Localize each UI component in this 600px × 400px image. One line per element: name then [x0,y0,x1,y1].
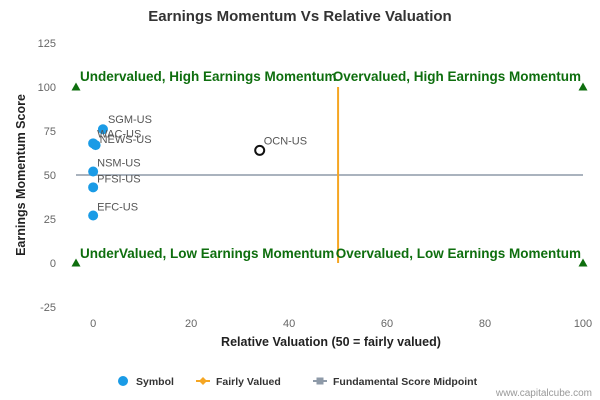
chart-title: Earnings Momentum Vs Relative Valuation [148,8,451,25]
x-axis-ticks: 0 20 40 60 80 100 [90,318,592,330]
data-point-label: PFSI-US [97,173,140,185]
data-point [90,140,101,151]
x-tick-label: 40 [283,318,295,330]
legend-label: Fundamental Score Midpoint [333,376,478,388]
y-tick-label: 25 [44,214,56,226]
legend: Symbol Fairly Valued Fundamental Score Mid… [118,376,478,388]
y-tick-label: 100 [38,82,56,94]
x-tick-label: 80 [479,318,491,330]
quadrant-labels: Undervalued, High Earnings MomentumOverv… [80,69,581,261]
highlighted-point [254,144,266,156]
data-point [88,182,99,193]
x-tick-label: 60 [381,318,393,330]
data-point-label: WAC-US [97,128,141,140]
y-tick-label: 0 [50,258,56,270]
data-point-label: NSM-US [97,157,140,169]
quadrant-label-bottom-right: Overvalued, Low Earnings Momentum [336,246,581,261]
reference-lines [76,87,583,263]
legend-label: Fairly Valued [216,376,281,388]
x-tick-label: 0 [90,318,96,330]
quadrant-label-top-left: Undervalued, High Earnings Momentum [80,69,337,84]
triangle-marker [578,258,588,267]
credit-text: www.capitalcube.com [495,388,592,399]
triangle-marker [71,82,81,91]
quadrant-label-top-right: Overvalued, High Earnings Momentum [333,69,581,84]
data-point-label: NEWS-US [100,134,152,146]
legend-label: Symbol [136,376,174,388]
x-tick-label: 100 [574,318,592,330]
y-axis-title: Earnings Momentum Score [14,94,28,256]
y-tick-label: 125 [38,38,56,50]
data-point [97,124,108,135]
x-tick-label: 20 [185,318,197,330]
data-point-label: EFC-US [97,201,138,213]
y-axis-ticks: -25 0 25 50 75 100 125 [38,38,56,314]
triangle-marker [578,82,588,91]
data-point [88,166,99,177]
y-tick-label: -25 [40,302,56,314]
triangle-marker [71,258,81,267]
data-point [88,210,99,221]
legend-symbol-marker [118,376,128,386]
data-point-label: OCN-US [264,135,307,147]
legend-diamond-marker [199,377,207,385]
y-tick-label: 50 [44,170,56,182]
quadrant-label-bottom-left: UnderValued, Low Earnings Momentum [80,246,334,261]
x-axis-title: Relative Valuation (50 = fairly valued) [221,335,441,349]
corner-markers [71,82,588,267]
y-tick-label: 75 [44,126,56,138]
data-point-label: SGM-US [108,114,152,126]
legend-square-marker [316,377,324,385]
